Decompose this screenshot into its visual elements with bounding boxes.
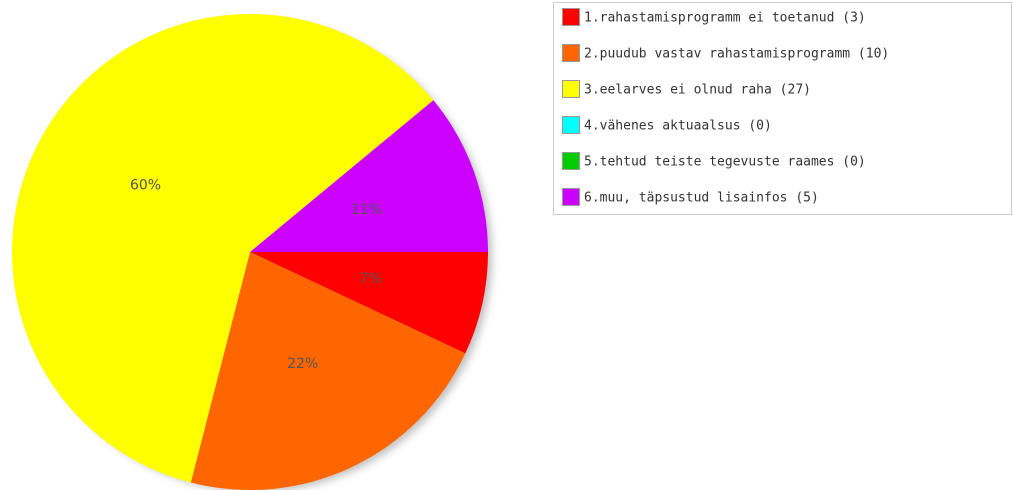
slice-label: 60% bbox=[130, 178, 161, 194]
legend-swatch bbox=[562, 188, 580, 206]
slice-label: 7% bbox=[360, 271, 382, 287]
legend-label: 6.muu, täpsustud lisainfos (5) bbox=[584, 191, 819, 206]
legend-swatch bbox=[562, 152, 580, 170]
legend-swatch bbox=[562, 116, 580, 134]
pie-slice bbox=[12, 14, 434, 483]
legend-label: 2.puudub vastav rahastamisprogramm (10) bbox=[584, 47, 889, 62]
legend-box bbox=[553, 2, 1012, 215]
legend-swatch bbox=[562, 80, 580, 98]
legend-label: 1.rahastamisprogramm ei toetanud (3) bbox=[584, 11, 866, 26]
pie-slice bbox=[190, 252, 466, 490]
legend-label: 5.tehtud teiste tegevuste raames (0) bbox=[584, 155, 866, 170]
legend-label: 4.vähenes aktuaalsus (0) bbox=[584, 119, 772, 134]
slice-label: 22% bbox=[287, 356, 318, 372]
pie-slice bbox=[250, 100, 488, 252]
pie-slice bbox=[250, 252, 488, 354]
legend-swatch bbox=[562, 8, 580, 26]
slice-label: 11% bbox=[351, 202, 382, 218]
legend-label: 3.eelarves ei olnud raha (27) bbox=[584, 83, 811, 98]
legend-swatch bbox=[562, 44, 580, 62]
